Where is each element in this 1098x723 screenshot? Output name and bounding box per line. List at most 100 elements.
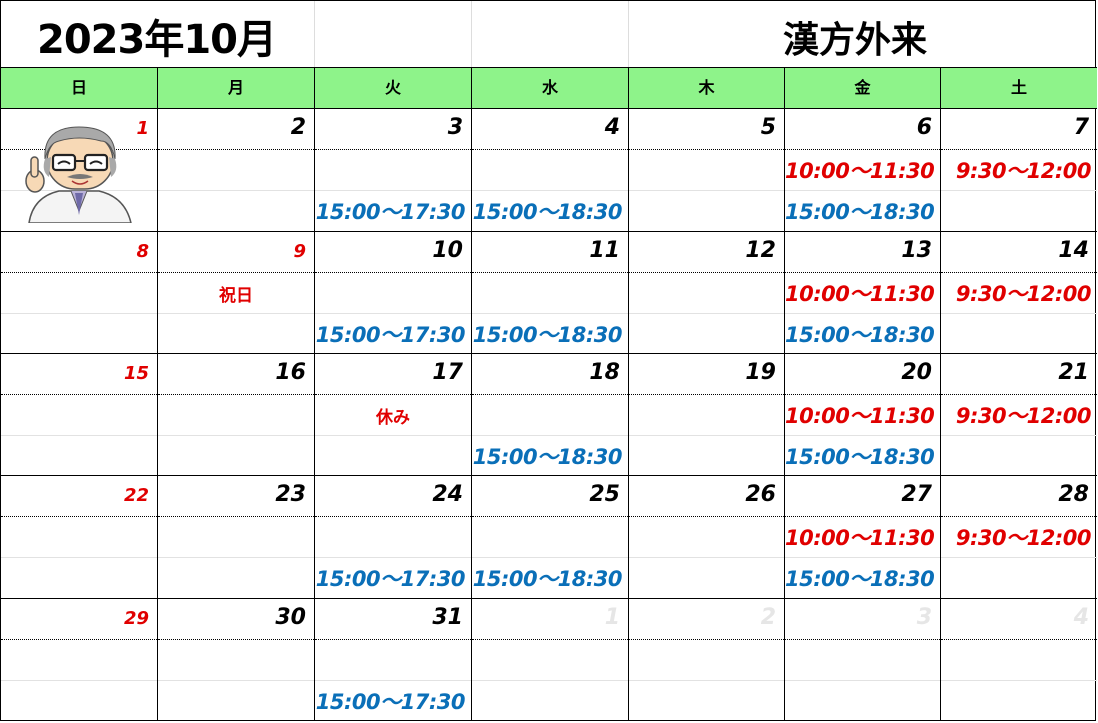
day-cell: 24 15:00～17:30 — [315, 476, 472, 598]
afternoon-slot-row — [472, 680, 628, 721]
day-note: 休み — [376, 408, 410, 428]
day-number: 25 — [589, 482, 620, 507]
weekday-header-row: 日月火水木金 土 — [1, 67, 1097, 109]
day-number-row: 3 — [315, 109, 471, 150]
day-number: 23 — [275, 482, 306, 507]
doctor-illustration-icon — [19, 119, 139, 224]
afternoon-slot-row: 15:00～18:30 — [472, 557, 628, 598]
afternoon-hours: 15:00～18:30 — [472, 567, 623, 591]
weekday-header-sun: 日 — [1, 68, 158, 108]
day-number-row: 21 — [941, 354, 1097, 395]
day-cell: 25 15:00～18:30 — [472, 476, 629, 598]
weekday-header-sat: 土 — [1010, 78, 1027, 97]
afternoon-slot-row — [941, 190, 1097, 231]
morning-slot-row — [629, 272, 784, 314]
day-cell: 18 15:00～18:30 — [472, 354, 629, 475]
day-number: 3 — [916, 605, 932, 630]
morning-slot-row: 10:00～11:30 — [785, 394, 940, 436]
day-number-row: 22 — [1, 476, 157, 517]
weekday-header-mon: 月 — [158, 68, 315, 108]
afternoon-hours: 15:00～18:30 — [785, 323, 935, 347]
morning-slot-row — [158, 639, 314, 681]
morning-slot-row: 9:30～12:00 — [941, 272, 1097, 314]
morning-hours: 9:30～12:00 — [955, 159, 1092, 183]
day-number: 26 — [745, 482, 776, 507]
day-cell: 9 祝日 — [158, 232, 315, 353]
morning-slot-row — [315, 149, 471, 191]
day-cell: 29 — [1, 599, 158, 721]
day-number-row: 3 — [785, 599, 940, 640]
day-cell: 13 10:00～11:30 15:00～18:30 — [785, 232, 941, 353]
day-number-row: 19 — [629, 354, 784, 395]
afternoon-slot-row — [785, 680, 940, 721]
afternoon-slot-row — [941, 435, 1097, 476]
day-cell: 7 9:30～12:00 — [941, 109, 1097, 231]
afternoon-slot-row — [1, 680, 157, 721]
day-cell: 12 — [629, 232, 785, 353]
day-cell: 21 9:30～12:00 — [941, 354, 1097, 475]
day-number: 12 — [745, 238, 776, 263]
day-number: 2 — [760, 605, 776, 630]
day-cell: 1 — [472, 599, 629, 721]
morning-hours: 10:00～11:30 — [785, 526, 935, 550]
afternoon-slot-row: 15:00～17:30 — [315, 557, 471, 598]
day-note: 祝日 — [219, 286, 253, 306]
week-row: 8 9 祝日 10 15:00～17:30 11 15:00～18:30 12 13 10:00～… — [1, 232, 1097, 354]
afternoon-slot-row — [629, 435, 784, 476]
day-number-row: 25 — [472, 476, 628, 517]
day-number: 5 — [760, 115, 776, 140]
day-cell: 20 10:00～11:30 15:00～18:30 — [785, 354, 941, 475]
day-number-row: 8 — [1, 232, 157, 273]
day-cell: 6 10:00～11:30 15:00～18:30 — [785, 109, 941, 231]
day-number: 4 — [604, 115, 620, 140]
afternoon-slot-row — [158, 680, 314, 721]
day-cell: 3 — [785, 599, 941, 721]
afternoon-hours: 15:00～17:30 — [315, 690, 466, 714]
morning-slot-row — [1, 272, 157, 314]
day-number: 31 — [432, 605, 463, 630]
title-row: 2023年10月 漢方外来 — [1, 1, 1097, 67]
day-number: 3 — [447, 115, 463, 140]
day-number-row: 14 — [941, 232, 1097, 273]
afternoon-slot-row: 15:00～18:30 — [785, 313, 940, 354]
afternoon-slot-row — [158, 190, 314, 231]
day-number-row: 17 — [315, 354, 471, 395]
afternoon-hours: 15:00～18:30 — [472, 323, 623, 347]
day-number-row: 27 — [785, 476, 940, 517]
day-number: 27 — [901, 482, 932, 507]
afternoon-hours: 15:00～17:30 — [315, 567, 466, 591]
day-number: 1 — [136, 118, 149, 139]
day-number: 10 — [432, 238, 463, 263]
morning-slot-row — [629, 639, 784, 681]
day-cell: 11 15:00～18:30 — [472, 232, 629, 353]
day-cell: 8 — [1, 232, 158, 353]
afternoon-slot-row — [941, 680, 1097, 721]
morning-slot-row — [315, 639, 471, 681]
day-number: 4 — [1073, 605, 1089, 630]
week-row: 15 16 17 休み 18 15:00～18:30 19 20 10:00～11:30 15:0… — [1, 354, 1097, 476]
afternoon-slot-row — [941, 557, 1097, 598]
morning-slot-row: 9:30～12:00 — [941, 149, 1097, 191]
day-number: 9 — [293, 241, 306, 262]
afternoon-slot-row — [629, 557, 784, 598]
day-cell: 22 — [1, 476, 158, 598]
day-number-row: 9 — [158, 232, 314, 273]
day-cell: 15 — [1, 354, 158, 475]
morning-slot-row — [158, 516, 314, 558]
week-row: 1 2 3 15:00～17:30 4 15:00～18:30 5 6 10:00～11:30… — [1, 109, 1097, 232]
day-number-row: 2 — [629, 599, 784, 640]
day-number-row: 11 — [472, 232, 628, 273]
morning-slot-row — [1, 394, 157, 436]
day-cell: 2 — [629, 599, 785, 721]
afternoon-slot-row: 15:00～18:30 — [472, 190, 628, 231]
morning-slot-row — [315, 516, 471, 558]
day-number-row: 18 — [472, 354, 628, 395]
weekday-header-wed: 水 — [472, 68, 629, 108]
day-cell: 5 — [629, 109, 785, 231]
month-title: 2023年10月 — [37, 17, 277, 63]
day-number-row: 13 — [785, 232, 940, 273]
title-gridline — [314, 1, 315, 67]
morning-hours: 9:30～12:00 — [955, 282, 1092, 306]
afternoon-slot-row: 15:00～18:30 — [472, 313, 628, 354]
day-number: 6 — [916, 115, 932, 140]
